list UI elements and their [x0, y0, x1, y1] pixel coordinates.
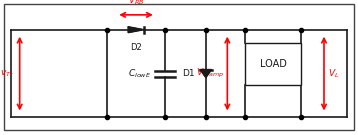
Text: D2: D2 [130, 43, 142, 52]
Text: $V_L$: $V_L$ [328, 67, 339, 80]
Text: $C_{lowE}$: $C_{lowE}$ [128, 67, 151, 80]
Text: $V_{Clamp}$: $V_{Clamp}$ [196, 67, 224, 80]
Text: D1: D1 [182, 69, 195, 78]
Bar [245, 43, 301, 85]
Text: LOAD: LOAD [260, 59, 286, 69]
Polygon shape [128, 27, 144, 33]
Polygon shape [200, 70, 212, 78]
Text: $V_{RB}$: $V_{RB}$ [128, 0, 144, 7]
Text: $v_{Tr}$: $v_{Tr}$ [0, 68, 14, 79]
